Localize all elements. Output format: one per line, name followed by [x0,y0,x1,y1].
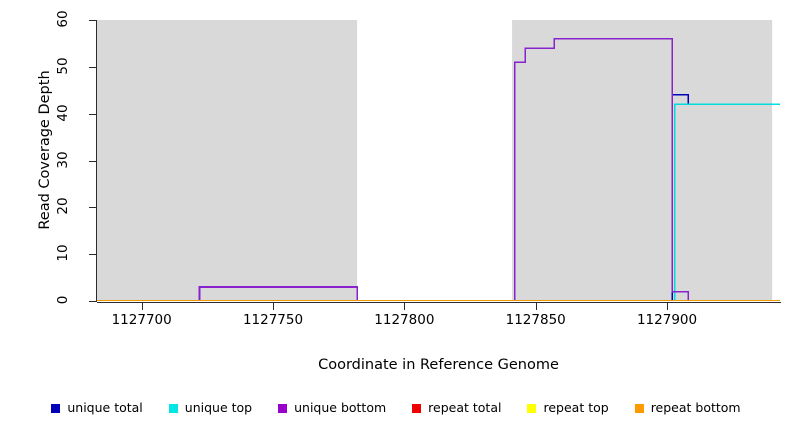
legend-label: unique total [67,400,143,415]
shaded-region-layer [97,20,773,301]
x-tick-label: 1127900 [636,312,698,328]
x-tick-mark [535,303,537,310]
legend-label: repeat top [543,400,609,415]
y-tick-mark [89,66,96,68]
y-axis-line [96,20,97,302]
legend-item-unique-top: unique top [168,400,253,415]
legend-swatch-icon [527,403,537,413]
shaded-region [512,20,773,301]
y-tick-mark [89,160,96,162]
shaded-region [97,20,358,301]
series-layer [97,37,780,301]
legend-label: unique top [184,400,253,415]
x-tick-mark [667,303,669,310]
x-tick-label: 1127800 [374,312,435,328]
legend-swatch-icon [51,403,61,413]
x-tick-label: 1127850 [505,312,566,328]
legend-label: unique bottom [294,400,387,415]
y-tick-label: 0 [55,295,71,305]
series-line-unique-top [97,103,780,301]
chart-legend: unique total unique top unique bottom repea… [0,396,792,420]
x-axis-line [97,302,781,303]
legend-label: repeat total [428,400,502,415]
legend-item-unique-total: unique total [51,400,143,415]
x-tick-label: 1127700 [111,312,172,328]
y-tick-label: 20 [55,197,71,215]
x-tick-label: 1127750 [242,312,304,328]
legend-swatch-icon [168,403,178,413]
y-tick-label: 10 [55,244,71,262]
y-tick-mark [89,20,96,21]
legend-item-unique-bottom: unique bottom [278,401,386,415]
x-tick-mark [404,303,406,310]
legend-swatch-icon [278,403,288,413]
legend-item-repeat-total: repeat total [412,401,501,415]
legend-item-repeat-bottom: repeat bottom [634,400,741,415]
y-tick-mark [89,254,96,256]
y-tick-label: 50 [55,57,71,75]
legend-label: repeat bottom [650,400,741,415]
legend-item-repeat-top: repeat top [527,400,609,415]
y-tick-mark [89,207,96,209]
legend-swatch-icon [634,403,644,413]
plot-area [97,20,780,301]
y-tick-label: 30 [55,150,71,169]
coverage-plot-svg [97,20,780,301]
y-tick-mark [89,113,96,115]
series-line-unique-bottom [97,37,780,301]
y-tick-mark [89,301,96,302]
x-axis-title: Coordinate in Reference Genome [318,357,559,373]
y-tick-label: 60 [55,10,71,28]
legend-swatch-icon [412,403,422,413]
y-tick-label: 40 [55,104,71,122]
x-tick-mark [273,303,274,310]
x-tick-mark [141,303,143,310]
